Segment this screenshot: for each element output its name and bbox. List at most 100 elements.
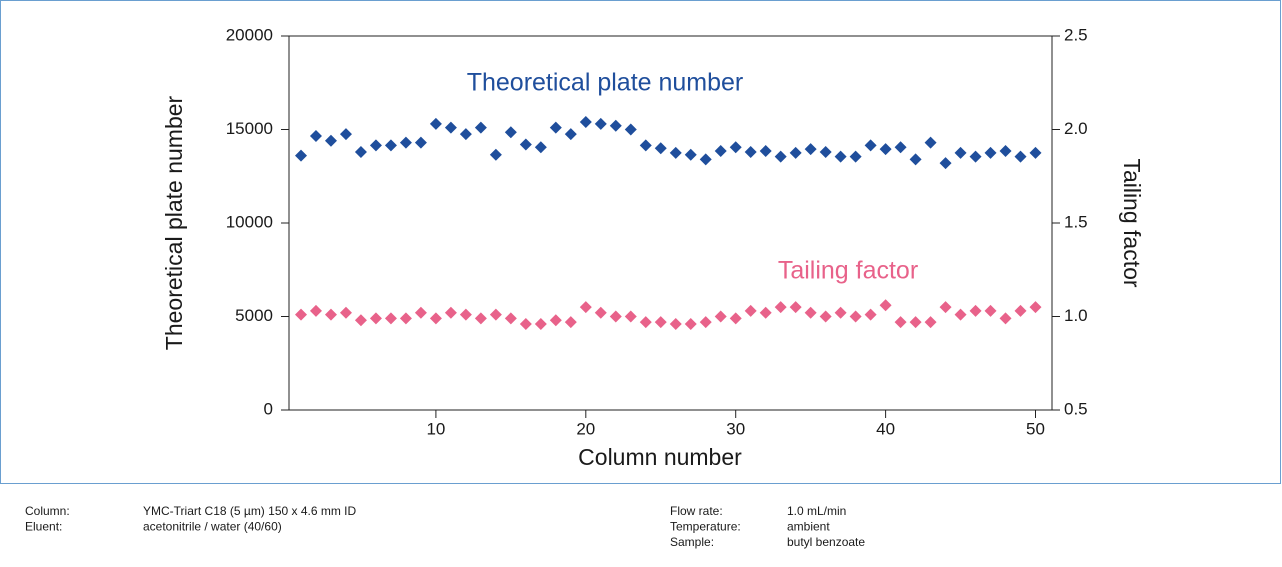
data-point: [369, 312, 382, 325]
data-point: [534, 141, 547, 154]
condition-label: Eluent:: [25, 520, 62, 534]
legend-label: Theoretical plate number: [467, 69, 744, 97]
data-point: [519, 317, 532, 330]
data-point: [759, 306, 772, 319]
data-point: [489, 148, 502, 161]
data-point: [399, 136, 412, 149]
data-point: [504, 312, 517, 325]
data-point: [384, 139, 397, 152]
data-point: [759, 145, 772, 158]
x-tick-label: 20: [576, 419, 595, 438]
data-point: [819, 310, 832, 323]
data-point: [324, 134, 337, 147]
condition-value: butyl benzoate: [787, 535, 865, 549]
data-point: [669, 317, 682, 330]
y2-tick-label: 1.0: [1064, 306, 1088, 325]
data-point: [1014, 304, 1027, 317]
y-axis-title: Theoretical plate number: [161, 95, 187, 350]
data-point: [729, 141, 742, 154]
data-point: [579, 116, 592, 129]
data-point: [639, 316, 652, 329]
data-point: [549, 121, 562, 134]
data-point: [549, 314, 562, 327]
data-point: [864, 308, 877, 321]
data-point: [654, 142, 667, 155]
data-point: [609, 310, 622, 323]
data-point: [744, 145, 757, 158]
y-tick-label: 20000: [226, 25, 273, 44]
data-point: [339, 128, 352, 141]
data-point: [654, 316, 667, 329]
data-point: [834, 306, 847, 319]
data-point: [354, 145, 367, 158]
x-tick-label: 50: [1026, 419, 1045, 438]
data-point: [384, 312, 397, 325]
data-point: [1014, 150, 1027, 163]
data-point: [879, 299, 892, 312]
data-point: [939, 157, 952, 170]
data-point: [579, 301, 592, 314]
x-tick-label: 30: [726, 419, 745, 438]
data-point: [639, 139, 652, 152]
data-point: [894, 316, 907, 329]
data-point: [684, 148, 697, 161]
data-point: [399, 312, 412, 325]
data-point: [1029, 146, 1042, 159]
data-point: [294, 308, 307, 321]
condition-value: acetonitrile / water (40/60): [143, 520, 282, 534]
data-point: [699, 316, 712, 329]
data-point: [894, 141, 907, 154]
data-point: [519, 138, 532, 151]
condition-value: 1.0 mL/min: [787, 504, 846, 518]
data-point: [429, 117, 442, 130]
data-point: [849, 310, 862, 323]
x-tick-label: 10: [426, 419, 445, 438]
y2-tick-label: 0.5: [1064, 399, 1088, 418]
y2-tick-label: 2.5: [1064, 25, 1088, 44]
data-point: [414, 306, 427, 319]
data-point: [924, 316, 937, 329]
data-point: [669, 146, 682, 159]
data-point: [369, 139, 382, 152]
data-point: [594, 117, 607, 130]
x-axis-title: Column number: [578, 444, 742, 470]
data-point: [999, 312, 1012, 325]
data-point: [714, 145, 727, 158]
data-point: [429, 312, 442, 325]
data-point: [414, 136, 427, 149]
data-point: [819, 145, 832, 158]
data-point: [969, 304, 982, 317]
data-point: [489, 308, 502, 321]
y2-tick-label: 1.5: [1064, 212, 1088, 231]
y-tick-label: 5000: [235, 306, 273, 325]
data-point: [564, 128, 577, 141]
data-point: [324, 308, 337, 321]
data-point: [459, 308, 472, 321]
data-point: [459, 128, 472, 141]
data-point: [804, 143, 817, 156]
data-point: [714, 310, 727, 323]
data-point: [729, 312, 742, 325]
data-point: [534, 317, 547, 330]
data-point: [984, 146, 997, 159]
data-point: [774, 301, 787, 314]
data-point: [594, 306, 607, 319]
data-point: [684, 317, 697, 330]
data-point: [939, 301, 952, 314]
x-tick-label: 40: [876, 419, 895, 438]
data-point: [849, 150, 862, 163]
condition-label: Flow rate:: [670, 504, 723, 518]
data-point: [1029, 301, 1042, 314]
condition-label: Sample:: [670, 535, 714, 549]
legend-label: Tailing factor: [778, 257, 918, 285]
data-point: [909, 316, 922, 329]
data-point: [909, 153, 922, 166]
data-point: [564, 316, 577, 329]
data-point: [774, 150, 787, 163]
data-point: [969, 150, 982, 163]
data-point: [444, 306, 457, 319]
data-point: [804, 306, 817, 319]
data-point: [294, 149, 307, 162]
y-tick-label: 0: [264, 399, 273, 418]
